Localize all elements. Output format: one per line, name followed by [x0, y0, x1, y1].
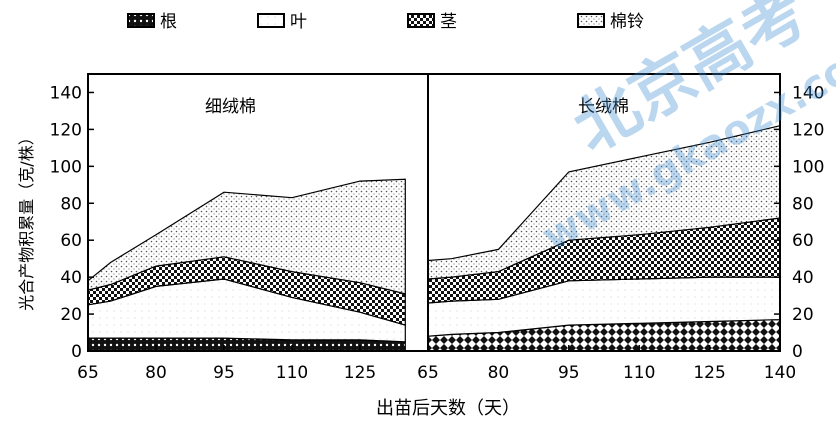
xtick-label-1-125: 125	[693, 363, 725, 383]
ytick-label-left-140: 140	[50, 83, 82, 103]
ytick-label-left-120: 120	[50, 120, 82, 140]
legend-swatch-2	[407, 13, 435, 28]
ytick-label-left-100: 100	[50, 157, 82, 177]
area-0-棉铃	[87, 178, 406, 295]
legend-swatch-0	[127, 13, 155, 28]
legend-swatch-1	[257, 13, 285, 28]
ytick-label-left-0: 0	[71, 342, 82, 362]
panel-0: 细绒棉	[87, 97, 406, 352]
xtick-label-1-80: 80	[488, 363, 510, 383]
xtick-label-0-110: 110	[276, 363, 308, 383]
y-axis-title: 光合产物积累量（克/株）	[17, 129, 36, 310]
ytick-label-right-120: 120	[792, 120, 824, 140]
ytick-label-right-80: 80	[792, 194, 814, 214]
xtick-label-1-110: 110	[623, 363, 655, 383]
legend: 根 叶 茎 棉铃	[127, 12, 644, 32]
panel-title-0: 细绒棉	[205, 97, 256, 117]
legend-label-0: 根	[160, 12, 177, 32]
ytick-label-left-80: 80	[60, 194, 82, 214]
xtick-label-0-95: 95	[213, 363, 235, 383]
xtick-label-1-65: 65	[417, 363, 439, 383]
ytick-label-right-140: 140	[792, 83, 824, 103]
panel-title-1: 长绒棉	[578, 97, 629, 117]
ytick-label-left-60: 60	[60, 231, 82, 251]
ytick-label-right-20: 20	[792, 305, 814, 325]
legend-label-1: 叶	[290, 12, 307, 32]
plot-frame	[87, 73, 781, 352]
ytick-label-right-0: 0	[792, 342, 803, 362]
legend-swatch-3	[577, 13, 605, 28]
xtick-label-0-65: 65	[77, 363, 99, 383]
xtick-label-0-80: 80	[145, 363, 167, 383]
xtick-label-1-95: 95	[558, 363, 580, 383]
xtick-label-1-140: 140	[764, 363, 796, 383]
ytick-label-right-100: 100	[792, 157, 824, 177]
legend-label-2: 茎	[440, 12, 457, 32]
xtick-label-0-125: 125	[344, 363, 376, 383]
panel-1: 长绒棉	[427, 97, 781, 352]
ytick-label-right-40: 40	[792, 268, 814, 288]
ytick-label-left-20: 20	[60, 305, 82, 325]
plot-panels: 细绒棉 长绒棉	[87, 97, 781, 352]
ytick-label-right-60: 60	[792, 231, 814, 251]
x-axis-title: 出苗后天数（天）	[376, 398, 520, 419]
ytick-label-left-40: 40	[60, 268, 82, 288]
legend-label-3: 棉铃	[610, 12, 644, 32]
